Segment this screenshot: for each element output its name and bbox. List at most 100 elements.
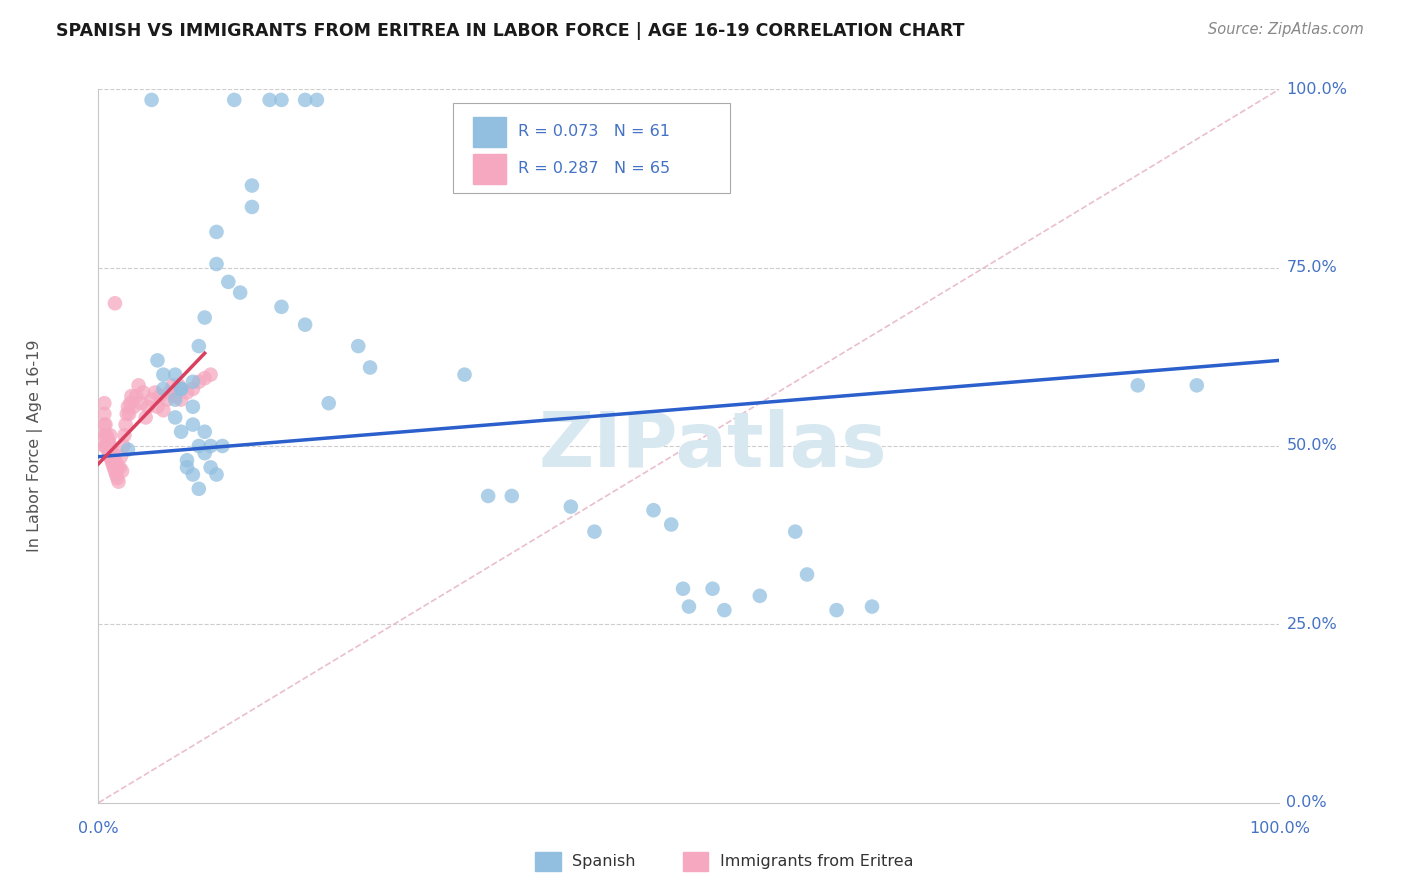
Immigrants from Eritrea (165, 389, 187, 403)
Spanish (860, 599, 883, 614)
Spanish (785, 524, 807, 539)
Spanish (187, 339, 209, 353)
Spanish (347, 339, 370, 353)
Spanish (1185, 378, 1208, 392)
Immigrants from Eritrea (129, 396, 152, 410)
Text: 25.0%: 25.0% (1286, 617, 1337, 632)
Spanish (176, 460, 198, 475)
Immigrants from Eritrea (100, 453, 122, 467)
Spanish (825, 603, 848, 617)
Spanish (678, 599, 700, 614)
Text: 100.0%: 100.0% (1286, 82, 1347, 96)
Text: 75.0%: 75.0% (1286, 260, 1337, 275)
Immigrants from Eritrea (118, 407, 141, 421)
Spanish (205, 225, 228, 239)
Immigrants from Eritrea (143, 385, 166, 400)
Immigrants from Eritrea (135, 410, 157, 425)
Immigrants from Eritrea (98, 435, 121, 450)
Immigrants from Eritrea (152, 403, 174, 417)
Immigrants from Eritrea (167, 378, 190, 392)
Immigrants from Eritrea (181, 382, 204, 396)
Text: 100.0%: 100.0% (1249, 821, 1310, 836)
Immigrants from Eritrea (117, 400, 139, 414)
Spanish (146, 353, 169, 368)
Immigrants from Eritrea (104, 296, 127, 310)
Spanish (560, 500, 582, 514)
Spanish (477, 489, 499, 503)
Immigrants from Eritrea (162, 378, 184, 392)
Immigrants from Eritrea (104, 453, 127, 467)
Immigrants from Eritrea (101, 446, 124, 460)
Immigrants from Eritrea (136, 400, 159, 414)
Immigrants from Eritrea (122, 400, 145, 414)
Text: 0.0%: 0.0% (1286, 796, 1327, 810)
Immigrants from Eritrea (94, 439, 117, 453)
Text: R = 0.287   N = 65: R = 0.287 N = 65 (517, 161, 669, 176)
Spanish (270, 300, 292, 314)
Spanish (1126, 378, 1149, 392)
Immigrants from Eritrea (105, 457, 128, 471)
Spanish (229, 285, 252, 300)
Immigrants from Eritrea (93, 417, 115, 432)
Immigrants from Eritrea (97, 432, 120, 446)
Immigrants from Eritrea (187, 375, 209, 389)
Spanish (170, 425, 193, 439)
Immigrants from Eritrea (98, 428, 121, 442)
Text: ZIPatlas: ZIPatlas (538, 409, 887, 483)
Text: R = 0.073   N = 61: R = 0.073 N = 61 (517, 124, 669, 139)
Immigrants from Eritrea (194, 371, 217, 385)
Spanish (318, 396, 340, 410)
Immigrants from Eritrea (157, 385, 180, 400)
Immigrants from Eritrea (108, 460, 131, 475)
Immigrants from Eritrea (110, 450, 132, 464)
Spanish (165, 410, 187, 425)
Spanish (170, 382, 193, 396)
Spanish (501, 489, 523, 503)
Spanish (205, 467, 228, 482)
Spanish (181, 400, 204, 414)
Immigrants from Eritrea (146, 400, 169, 414)
Text: SPANISH VS IMMIGRANTS FROM ERITREA IN LABOR FORCE | AGE 16-19 CORRELATION CHART: SPANISH VS IMMIGRANTS FROM ERITREA IN LA… (56, 22, 965, 40)
Immigrants from Eritrea (112, 439, 135, 453)
Spanish (194, 310, 217, 325)
Immigrants from Eritrea (103, 450, 125, 464)
Text: Immigrants from Eritrea: Immigrants from Eritrea (720, 855, 912, 869)
Spanish (240, 178, 263, 193)
Immigrants from Eritrea (101, 457, 124, 471)
Immigrants from Eritrea (105, 471, 128, 485)
Immigrants from Eritrea (96, 428, 118, 442)
Immigrants from Eritrea (97, 442, 120, 457)
Immigrants from Eritrea (125, 389, 148, 403)
Immigrants from Eritrea (105, 467, 128, 482)
Spanish (176, 453, 198, 467)
Spanish (305, 93, 328, 107)
Spanish (211, 439, 233, 453)
Spanish (240, 200, 263, 214)
Spanish (152, 368, 174, 382)
Text: Spanish: Spanish (572, 855, 636, 869)
Immigrants from Eritrea (141, 392, 163, 407)
Spanish (181, 375, 204, 389)
Spanish (200, 460, 222, 475)
Immigrants from Eritrea (121, 389, 143, 403)
Spanish (117, 442, 139, 457)
Immigrants from Eritrea (200, 368, 222, 382)
Spanish (205, 257, 228, 271)
Immigrants from Eritrea (115, 407, 138, 421)
Spanish (217, 275, 239, 289)
Immigrants from Eritrea (176, 385, 198, 400)
Bar (472, 117, 506, 146)
Spanish (141, 93, 163, 107)
Spanish (672, 582, 695, 596)
FancyBboxPatch shape (453, 103, 730, 193)
Spanish (187, 482, 209, 496)
Immigrants from Eritrea (93, 407, 115, 421)
Immigrants from Eritrea (112, 428, 135, 442)
Spanish (170, 382, 193, 396)
Immigrants from Eritrea (93, 396, 115, 410)
Spanish (259, 93, 281, 107)
Spanish (659, 517, 682, 532)
Spanish (181, 417, 204, 432)
Spanish (294, 93, 316, 107)
Spanish (224, 93, 246, 107)
